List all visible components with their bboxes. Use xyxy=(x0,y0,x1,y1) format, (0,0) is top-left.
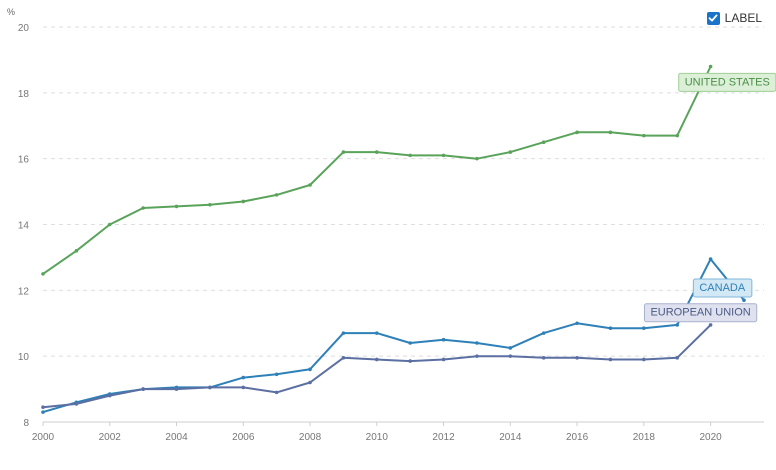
data-point-european-union xyxy=(408,359,412,363)
data-point-united-states xyxy=(141,206,145,210)
y-tick-label: 14 xyxy=(18,221,30,232)
data-point-united-states xyxy=(708,64,713,69)
data-point-european-union xyxy=(608,357,613,362)
y-tick-label: 10 xyxy=(18,352,30,363)
label-checkbox[interactable] xyxy=(706,11,720,25)
data-point-european-union xyxy=(341,356,346,360)
data-point-european-union xyxy=(41,405,45,409)
data-point-united-states xyxy=(107,222,112,227)
data-point-european-union xyxy=(575,356,579,360)
data-point-european-union xyxy=(642,357,646,362)
data-point-european-union xyxy=(141,387,145,391)
data-point-european-union xyxy=(441,357,446,362)
y-tick-label: 12 xyxy=(18,286,30,297)
data-point-canada xyxy=(341,331,346,335)
series-label-canada: CANADA xyxy=(692,278,753,298)
data-point-united-states xyxy=(541,140,546,145)
data-point-european-union xyxy=(541,356,546,360)
series-label-text-canada: CANADA xyxy=(699,282,746,294)
data-point-canada xyxy=(575,321,579,326)
data-point-united-states xyxy=(508,150,513,154)
y-unit-label: % xyxy=(7,7,15,17)
series-label-united-states: UNITED STATES xyxy=(678,72,776,92)
data-point-european-union xyxy=(107,393,112,398)
data-point-canada xyxy=(541,331,546,335)
label-toggle[interactable]: LABEL xyxy=(706,11,762,25)
data-point-european-union xyxy=(74,402,79,406)
data-point-united-states xyxy=(308,183,312,187)
data-point-united-states xyxy=(441,153,446,158)
data-point-canada xyxy=(708,257,713,261)
x-tick-label: 2016 xyxy=(566,432,589,443)
data-point-european-union xyxy=(241,385,246,390)
data-point-canada xyxy=(408,341,412,345)
data-point-european-union xyxy=(475,354,479,358)
data-point-united-states xyxy=(374,150,379,154)
data-point-european-union xyxy=(374,357,379,362)
data-point-canada xyxy=(308,367,312,372)
y-tick-label: 8 xyxy=(23,418,29,429)
x-tick-label: 2008 xyxy=(299,432,322,443)
data-point-canada xyxy=(41,410,45,414)
data-point-united-states xyxy=(174,204,179,209)
x-tick-label: 2012 xyxy=(432,432,455,443)
data-point-united-states xyxy=(675,133,680,138)
x-tick-label: 2000 xyxy=(32,432,55,443)
data-point-european-union xyxy=(208,385,212,390)
data-point-canada xyxy=(508,346,513,350)
data-point-european-union xyxy=(508,354,513,358)
data-point-canada xyxy=(441,337,446,342)
data-point-canada xyxy=(374,331,379,335)
check-icon xyxy=(708,14,718,22)
series-label-text-european-union: EUROPEAN UNION xyxy=(650,307,750,319)
data-point-canada xyxy=(742,298,746,303)
x-tick-label: 2018 xyxy=(633,432,656,443)
data-point-united-states xyxy=(475,156,479,161)
y-tick-label: 18 xyxy=(18,89,30,100)
data-point-united-states xyxy=(208,202,212,207)
series-label-text-united-states: UNITED STATES xyxy=(685,76,770,88)
data-point-united-states xyxy=(74,249,79,253)
series-line-united-states xyxy=(42,66,712,275)
x-tick-label: 2006 xyxy=(232,432,255,443)
series-label-box-european-union xyxy=(643,303,758,323)
data-point-united-states xyxy=(575,130,579,135)
data-point-canada xyxy=(241,375,246,380)
x-tick-label: 2014 xyxy=(499,432,522,443)
x-tick-label: 2010 xyxy=(366,432,389,443)
data-point-united-states xyxy=(408,153,412,158)
data-point-united-states xyxy=(341,150,346,154)
series-line-european-union xyxy=(42,324,712,409)
data-point-european-union xyxy=(675,356,680,360)
x-tick-label: 2004 xyxy=(165,432,188,443)
data-point-canada xyxy=(274,372,279,377)
data-point-canada xyxy=(675,323,680,327)
data-point-european-union xyxy=(308,380,312,385)
data-point-united-states xyxy=(642,133,646,138)
data-point-united-states xyxy=(274,193,279,197)
y-tick-label: 20 xyxy=(18,23,30,34)
data-point-european-union xyxy=(708,323,713,327)
label-toggle-text: LABEL xyxy=(724,11,762,25)
x-tick-label: 2002 xyxy=(99,432,122,443)
series-label-box-canada xyxy=(692,278,753,298)
data-point-european-union xyxy=(274,390,279,395)
data-point-canada xyxy=(475,341,479,345)
y-tick-label: 16 xyxy=(18,155,30,166)
data-point-united-states xyxy=(608,130,613,135)
data-point-canada xyxy=(642,326,646,330)
data-point-united-states xyxy=(241,199,246,204)
data-point-european-union xyxy=(174,387,179,391)
series-label-european-union: EUROPEAN UNION xyxy=(643,303,758,323)
x-tick-label: 2020 xyxy=(699,432,722,443)
data-point-canada xyxy=(608,326,613,330)
data-point-united-states xyxy=(41,272,45,276)
